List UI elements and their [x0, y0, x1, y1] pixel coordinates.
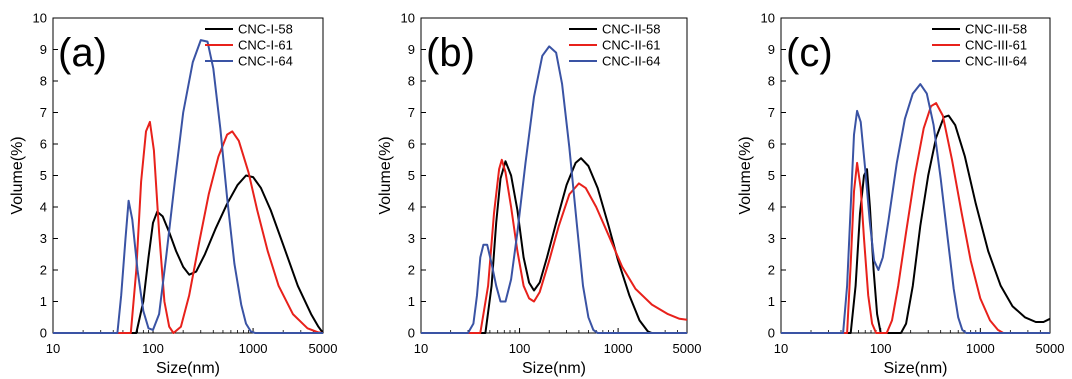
y-tick-label: 5: [408, 168, 415, 183]
y-tick-label: 6: [40, 137, 47, 152]
y-tick-label: 7: [408, 105, 415, 120]
x-tick-label: 100: [142, 341, 164, 356]
panel-label: (b): [426, 31, 475, 75]
y-tick-label: 10: [33, 11, 47, 26]
legend-entry: CNC-I-64: [238, 54, 293, 69]
y-tick-label: 2: [408, 263, 415, 278]
y-tick-label: 3: [408, 231, 415, 246]
legend-entry: CNC-I-58: [238, 22, 293, 37]
x-tick-label: 100: [870, 341, 892, 356]
y-tick-label: 1: [768, 294, 775, 309]
y-axis-label: Volume(%): [377, 136, 394, 214]
x-axis-label: Size(nm): [156, 360, 220, 377]
x-tick-label: 10: [414, 341, 428, 356]
y-tick-label: 4: [40, 200, 47, 215]
series-line: [53, 120, 324, 334]
legend-entry: CNC-II-58: [602, 22, 661, 37]
series-line: [421, 45, 687, 334]
series-line: [53, 39, 323, 334]
series-line: [781, 102, 1050, 334]
x-axis-label: Size(nm): [522, 360, 586, 377]
chart-panel: 0 1 2 3 4 5 6 7 8 9 10 10 100 1000 5000 Size(nm) Volume(…: [9, 11, 337, 378]
legend-entry: CNC-II-64: [602, 54, 661, 69]
x-tick-label: 1000: [239, 341, 268, 356]
y-tick-label: 0: [40, 326, 47, 341]
panel-label: (c): [786, 31, 833, 75]
y-tick-label: 9: [40, 42, 47, 57]
series-line: [421, 157, 687, 334]
y-tick-label: 9: [768, 42, 775, 57]
y-tick-label: 5: [768, 168, 775, 183]
y-tick-label: 6: [408, 137, 415, 152]
y-tick-label: 7: [40, 105, 47, 120]
x-tick-label: 1000: [966, 341, 995, 356]
panel-label: (a): [58, 31, 107, 75]
x-tick-label: 1000: [604, 341, 633, 356]
y-tick-label: 10: [761, 11, 775, 26]
x-tick-label: 5000: [673, 341, 702, 356]
y-tick-label: 1: [408, 294, 415, 309]
y-tick-label: 10: [401, 11, 415, 26]
y-tick-label: 0: [768, 326, 775, 341]
y-tick-label: 1: [40, 294, 47, 309]
x-axis-label: Size(nm): [883, 360, 947, 377]
y-tick-label: 4: [768, 200, 775, 215]
chart-panel: 0 1 2 3 4 5 6 7 8 9 10 10 100 1000 5000 Size(nm) Volume(…: [737, 11, 1064, 378]
series-line: [421, 158, 688, 334]
series-line: [53, 174, 324, 334]
x-tick-label: 5000: [309, 341, 338, 356]
x-tick-label: 5000: [1036, 341, 1065, 356]
y-tick-label: 5: [40, 168, 47, 183]
y-tick-label: 6: [768, 137, 775, 152]
chart-panel: 0 1 2 3 4 5 6 7 8 9 10 10 100 1000 5000 Size(nm) Volume(…: [377, 11, 701, 378]
y-tick-label: 3: [768, 231, 775, 246]
legend-entry: CNC-III-58: [965, 22, 1027, 37]
legend-entry: CNC-III-64: [965, 54, 1027, 69]
y-tick-label: 2: [768, 263, 775, 278]
y-tick-label: 4: [408, 200, 415, 215]
y-tick-label: 3: [40, 231, 47, 246]
x-tick-label: 10: [774, 341, 788, 356]
legend-entry: CNC-III-61: [965, 38, 1027, 53]
y-tick-label: 8: [408, 74, 415, 89]
series-line: [781, 83, 1050, 334]
y-axis-label: Volume(%): [9, 136, 26, 214]
y-axis-label: Volume(%): [737, 136, 754, 214]
y-tick-label: 8: [768, 74, 775, 89]
y-tick-label: 2: [40, 263, 47, 278]
y-tick-label: 8: [40, 74, 47, 89]
legend-entry: CNC-I-61: [238, 38, 293, 53]
y-tick-label: 7: [768, 105, 775, 120]
legend-entry: CNC-II-61: [602, 38, 661, 53]
x-tick-label: 100: [509, 341, 531, 356]
x-tick-label: 10: [46, 341, 60, 356]
series-line: [781, 114, 1051, 334]
y-tick-label: 0: [408, 326, 415, 341]
y-tick-label: 9: [408, 42, 415, 57]
